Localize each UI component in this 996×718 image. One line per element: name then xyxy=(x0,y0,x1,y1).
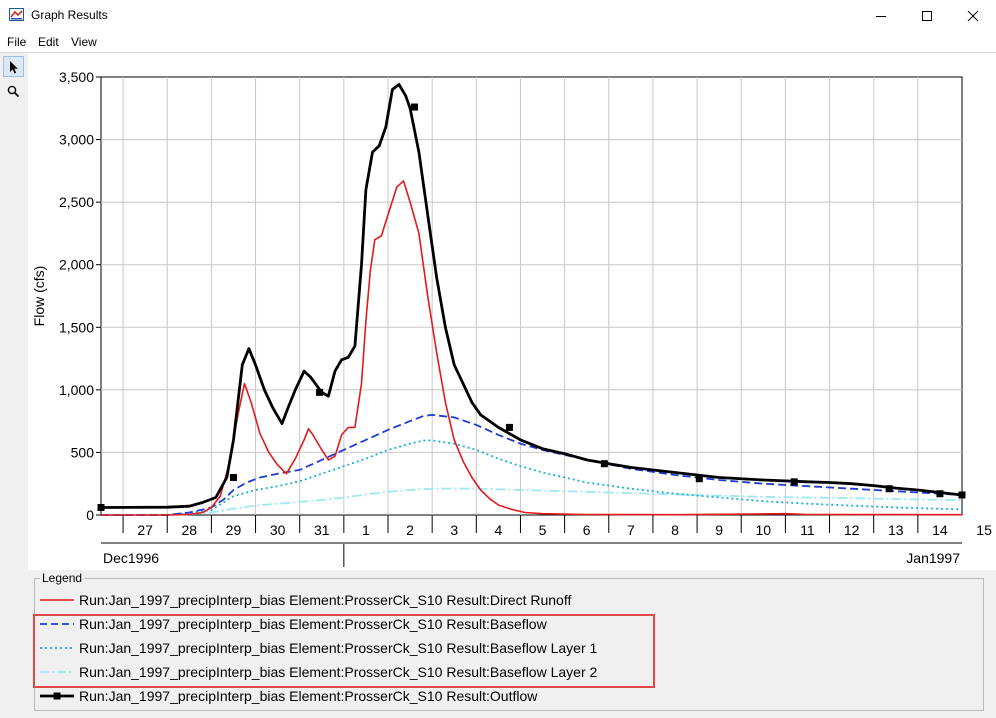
legend-entry: Run:Jan_1997_precipInterp_bias Element:P… xyxy=(38,662,738,682)
grid-lines xyxy=(101,77,962,515)
close-icon xyxy=(967,10,979,21)
legend-entry: Run:Jan_1997_precipInterp_bias Element:P… xyxy=(38,590,738,610)
outflow-marker xyxy=(790,478,798,486)
x-tick-label: 12 xyxy=(844,522,860,538)
zoom-tool-button[interactable] xyxy=(3,81,24,102)
x-tick-label: 3 xyxy=(450,522,458,538)
legend-swatch xyxy=(40,623,74,625)
legend-highlight-annotation xyxy=(33,614,655,688)
outflow-marker xyxy=(410,103,418,111)
minimize-icon xyxy=(876,15,886,17)
legend-entry: Run:Jan_1997_precipInterp_bias Element:P… xyxy=(38,614,738,634)
legend-swatch xyxy=(40,692,74,700)
legend-label: Run:Jan_1997_precipInterp_bias Element:P… xyxy=(79,616,547,632)
legend-label: Run:Jan_1997_precipInterp_bias Element:P… xyxy=(79,688,538,704)
x-tick-label: 7 xyxy=(627,522,635,538)
y-tick-label: 2,000 xyxy=(59,257,94,273)
plot-area xyxy=(100,76,963,516)
y-tick-label: 3,000 xyxy=(59,132,94,148)
title-bar: Graph Results xyxy=(0,0,996,31)
chart-panel: 0 500 1,000 1,500 2,000 2,500 3,000 3,500 27 28 29… xyxy=(28,53,996,570)
maximize-icon xyxy=(922,10,932,21)
x-tick-label: 5 xyxy=(539,522,547,538)
series-line-2 xyxy=(101,439,963,516)
menu-bar: File Edit View xyxy=(0,31,996,53)
menu-file[interactable]: File xyxy=(7,35,27,49)
y-tick-label: 0 xyxy=(86,507,94,523)
series-line-1 xyxy=(101,414,963,516)
x-tick-label: 29 xyxy=(226,522,242,538)
series-line-4 xyxy=(100,83,963,509)
month-label-jan: Jan1997 xyxy=(906,550,960,566)
x-tick-label: 1 xyxy=(362,522,370,538)
outflow-marker xyxy=(229,473,237,481)
legend-swatch xyxy=(40,599,74,601)
x-tick-label: 6 xyxy=(583,522,591,538)
x-tick-label: 2 xyxy=(406,522,414,538)
pointer-tool-button[interactable] xyxy=(3,56,24,77)
x-tick-label: 15 xyxy=(976,522,992,538)
outflow-marker xyxy=(936,490,944,498)
y-tick-label: 1,000 xyxy=(59,382,94,398)
x-tick-label: 27 xyxy=(137,522,153,538)
legend-label: Run:Jan_1997_precipInterp_bias Element:P… xyxy=(79,592,572,608)
legend-label: Run:Jan_1997_precipInterp_bias Element:P… xyxy=(79,664,598,680)
x-tick-label: 28 xyxy=(182,522,198,538)
x-tick-label: 14 xyxy=(932,522,948,538)
maximize-button[interactable] xyxy=(904,0,950,31)
series-line-0 xyxy=(101,180,963,516)
series-line-3 xyxy=(101,487,963,516)
menu-view[interactable]: View xyxy=(71,35,97,49)
y-axis-label: Flow (cfs) xyxy=(31,266,47,327)
outflow-marker xyxy=(505,423,513,431)
y-tick-label: 3,500 xyxy=(59,69,94,85)
outflow-marker xyxy=(958,491,966,499)
x-tick-label: 4 xyxy=(494,522,502,538)
outflow-marker xyxy=(600,460,608,468)
x-tick-label: 9 xyxy=(715,522,723,538)
x-tick-label: 13 xyxy=(888,522,904,538)
outflow-marker xyxy=(885,485,893,493)
tool-strip xyxy=(0,53,28,573)
close-button[interactable] xyxy=(950,0,996,31)
y-tick-label: 500 xyxy=(71,444,95,460)
legend-entry: Run:Jan_1997_precipInterp_bias Element:P… xyxy=(38,686,738,706)
series-markers xyxy=(97,103,966,511)
legend-label: Run:Jan_1997_precipInterp_bias Element:P… xyxy=(79,640,598,656)
app-icon xyxy=(9,8,24,21)
legend-title: Legend xyxy=(40,571,85,585)
x-tick-label: 31 xyxy=(314,522,330,538)
x-tick-label: 11 xyxy=(800,522,815,538)
pointer-icon xyxy=(9,60,18,73)
outflow-marker xyxy=(695,475,703,483)
x-tick-label: 10 xyxy=(756,522,772,538)
legend-entry: Run:Jan_1997_precipInterp_bias Element:P… xyxy=(38,638,738,658)
legend-swatch xyxy=(40,647,74,649)
legend-swatch xyxy=(40,671,74,673)
window-title: Graph Results xyxy=(31,8,108,22)
zoom-magnifier-icon xyxy=(7,85,20,98)
y-tick-label: 2,500 xyxy=(59,194,94,210)
x-tick-label: 30 xyxy=(270,522,286,538)
minimize-button[interactable] xyxy=(858,0,904,31)
outflow-marker xyxy=(97,503,105,511)
series-lines xyxy=(100,83,963,516)
outflow-marker xyxy=(316,388,324,396)
y-tick-label: 1,500 xyxy=(59,319,94,335)
x-tick-label: 8 xyxy=(671,522,679,538)
menu-edit[interactable]: Edit xyxy=(38,35,59,49)
month-label-dec: Dec1996 xyxy=(103,550,159,566)
